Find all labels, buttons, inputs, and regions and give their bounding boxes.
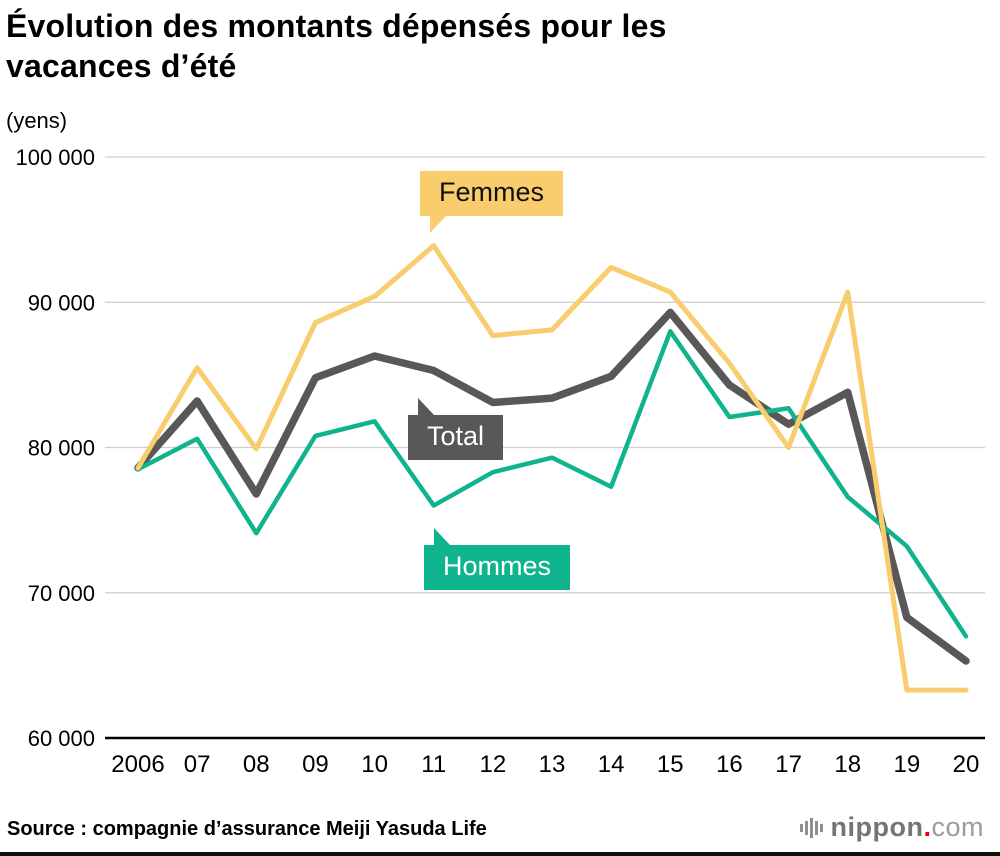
label-pointer-total: [418, 398, 434, 415]
y-tick-label: 60 000: [28, 726, 95, 751]
x-tick-label: 18: [834, 751, 861, 778]
series-label-hommes: Hommes: [424, 528, 571, 590]
x-tick-label: 08: [243, 751, 270, 778]
series-line-hommes: [135, 329, 969, 639]
x-tick-label: 07: [184, 751, 211, 778]
logo-name: nippon.com: [831, 812, 985, 843]
series-label-total: Total: [408, 398, 504, 460]
x-tick-label: 10: [361, 751, 388, 778]
x-tick-label: 13: [539, 751, 566, 778]
logo-dot: .: [923, 812, 932, 842]
x-tick-label: 19: [894, 751, 921, 778]
y-axis-unit-label: (yens): [6, 108, 68, 133]
x-tick-label: 2006: [111, 751, 164, 778]
x-tick-label: 17: [775, 751, 802, 778]
series-line-total: [134, 308, 970, 665]
logo-name-text: nippon: [830, 812, 924, 842]
x-tick-label: 15: [657, 751, 684, 778]
x-tick-label: 11: [421, 751, 446, 778]
y-tick-label: 80 000: [28, 436, 95, 461]
source-credit: Source : compagnie d’assurance Meiji Yas…: [7, 818, 487, 840]
x-tick-label: 14: [598, 751, 625, 778]
series-label-total-text: Total: [427, 421, 485, 451]
x-tick-label: 20: [953, 751, 980, 778]
nippon-com-logo[interactable]: nippon.com: [799, 812, 985, 843]
y-tick-label: 90 000: [28, 290, 95, 315]
label-pointer-femmes: [430, 216, 446, 233]
x-tick-label: 16: [716, 751, 743, 778]
series-label-hommes-text: Hommes: [443, 551, 552, 581]
bars-icon: [799, 817, 823, 838]
y-tick-label: 100 000: [15, 145, 95, 170]
page-title: Évolution des montants dépensés pour les…: [6, 8, 667, 84]
series-line-femmes: [135, 243, 969, 693]
x-tick-label: 12: [480, 751, 507, 778]
series-label-femmes: Femmes: [420, 171, 564, 233]
y-tick-label: 70 000: [28, 581, 95, 606]
series-label-femmes-text: Femmes: [439, 177, 545, 207]
logo-tld: com: [931, 812, 984, 842]
line-chart: 60 000 70 000 80 000 90 000 100 000 2006 07 08 0…: [15, 145, 985, 778]
x-tick-label: 09: [302, 751, 329, 778]
label-pointer-hommes: [434, 528, 450, 545]
